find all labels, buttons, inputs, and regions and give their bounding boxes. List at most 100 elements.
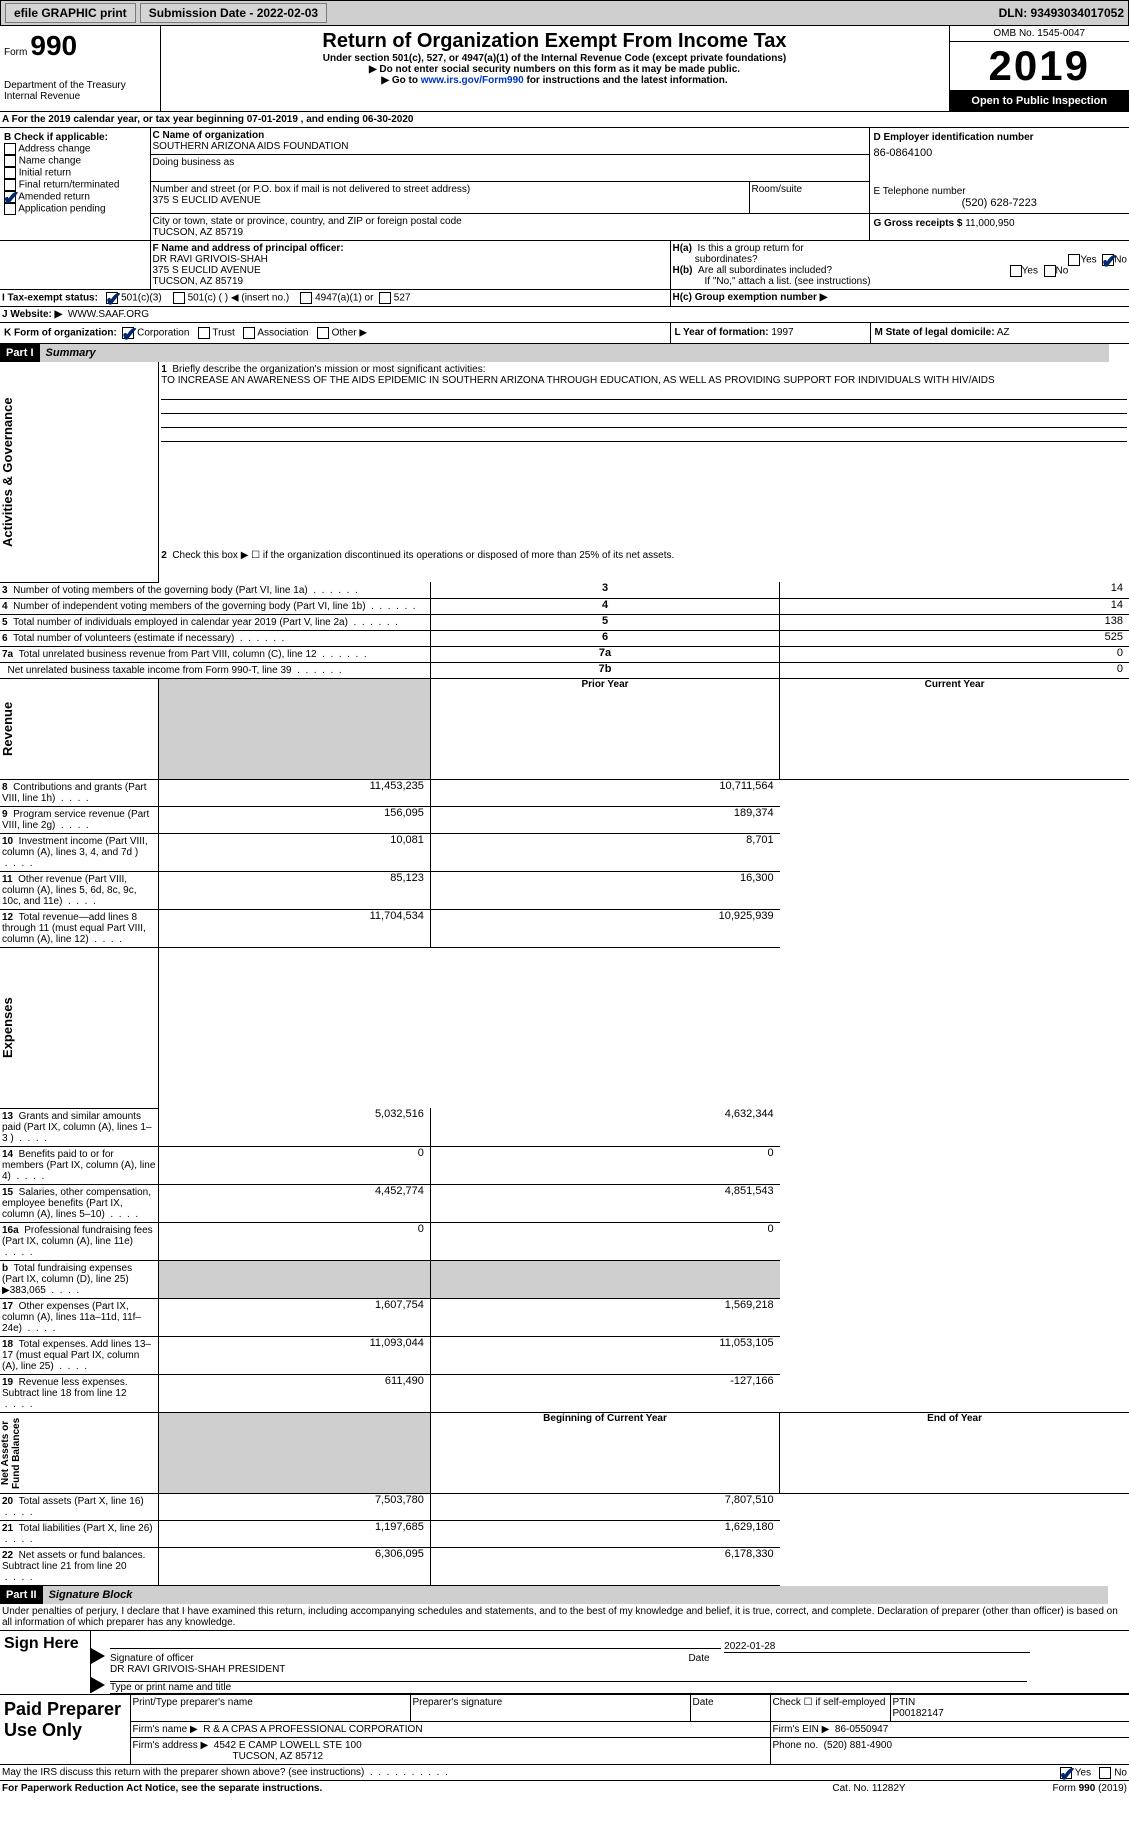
money-row: 20 Total assets (Part X, line 16) . . . … [0, 1493, 1129, 1520]
arrow-icon [91, 1677, 105, 1693]
gov-row: Net unrelated business taxable income fr… [0, 662, 1129, 678]
paid-preparer-block: Paid Preparer Use Only Print/Type prepar… [0, 1694, 1129, 1765]
chk-501c[interactable] [173, 292, 185, 304]
ptin: P00182147 [893, 1708, 944, 1719]
money-row: 18 Total expenses. Add lines 13–17 (must… [0, 1336, 1129, 1374]
sign-here-block: Sign Here 2022-01-28 Signature of office… [0, 1631, 1129, 1694]
end-year-hdr: End of Year [780, 1412, 1129, 1493]
money-row: 16a Professional fundraising fees (Part … [0, 1222, 1129, 1260]
side-revenue: Revenue [0, 679, 15, 779]
b-item[interactable]: Name change [4, 155, 146, 167]
money-row: 12 Total revenue—add lines 8 through 11 … [0, 909, 1129, 947]
irs-link[interactable]: www.irs.gov/Form990 [421, 75, 524, 86]
gov-row: 5 Total number of individuals employed i… [0, 614, 1129, 630]
money-row: 19 Revenue less expenses. Subtract line … [0, 1374, 1129, 1412]
part1-body: Activities & Governance 1 Briefly descri… [0, 362, 1129, 1586]
b-item[interactable]: Final return/terminated [4, 179, 146, 191]
d-value: 86-0864100 [874, 147, 1126, 159]
city-cell: City or town, state or province, country… [150, 213, 869, 240]
chk-527[interactable] [379, 292, 391, 304]
sig-date: 2022-01-28 [724, 1641, 775, 1652]
b-label: B Check if applicable: [4, 132, 146, 143]
firm-name: R & A CPAS A PROFESSIONAL CORPORATION [203, 1724, 422, 1735]
mission: TO INCREASE AN AWARENESS OF THE AIDS EPI… [161, 375, 994, 386]
money-row: 10 Investment income (Part VIII, column … [0, 833, 1129, 871]
officer-name: DR RAVI GRIVOIS-SHAH PRESIDENT [110, 1664, 285, 1675]
money-row: 14 Benefits paid to or for members (Part… [0, 1146, 1129, 1184]
paid-preparer-label: Paid Preparer Use Only [4, 1699, 126, 1741]
officer-block: F Name and address of principal officer:… [0, 240, 1129, 289]
tax-year: 2019 [950, 42, 1129, 91]
submission-date: Submission Date - 2022-02-03 [140, 3, 327, 23]
chk-trust[interactable] [198, 327, 210, 339]
gov-row: 6 Total number of volunteers (estimate i… [0, 630, 1129, 646]
chk-other[interactable] [317, 327, 329, 339]
firm-city: TUCSON, AZ 85712 [133, 1751, 324, 1762]
money-row: 13 Grants and similar amounts paid (Part… [0, 1108, 1129, 1146]
firm-phone: (520) 881-4900 [824, 1740, 892, 1751]
hb2: If "No," attach a list. (see instruction… [673, 276, 1128, 287]
subtitle-3: ▶ Go to www.irs.gov/Form990 for instruct… [165, 75, 945, 86]
sign-here-label: Sign Here [4, 1635, 86, 1653]
money-row: 8 Contributions and grants (Part VIII, l… [0, 779, 1129, 806]
form-number: 990 [30, 30, 77, 61]
subtitle-1: Under section 501(c), 527, or 4947(a)(1)… [165, 53, 945, 64]
omb: OMB No. 1545-0047 [950, 26, 1129, 42]
form-title: Return of Organization Exempt From Incom… [165, 30, 945, 53]
firm-ein: 86-0550947 [835, 1724, 888, 1735]
row-a: A For the 2019 calendar year, or tax yea… [0, 112, 1129, 128]
gov-row: 7a Total unrelated business revenue from… [0, 646, 1129, 662]
declaration: Under penalties of perjury, I declare th… [0, 1604, 1129, 1631]
gov-row: 3 Number of voting members of the govern… [0, 582, 1129, 598]
street-cell: Number and street (or P.O. box if mail i… [150, 182, 749, 214]
money-row: 15 Salaries, other compensation, employe… [0, 1184, 1129, 1222]
b-item[interactable]: Amended return [4, 191, 146, 203]
entity-block: B Check if applicable: Address change Na… [0, 128, 1129, 240]
chk-corp[interactable] [122, 327, 134, 339]
ha-row: H(a) Is this a group return for subordin… [673, 243, 1128, 265]
gov-row: 4 Number of independent voting members o… [0, 598, 1129, 614]
dln: DLN: 93493034017052 [999, 6, 1124, 20]
f-label: F Name and address of principal officer: [153, 243, 344, 254]
discuss-yes[interactable] [1060, 1767, 1072, 1779]
chk-4947[interactable] [300, 292, 312, 304]
g-value: 11,000,950 [965, 218, 1014, 229]
preparer-date-cell: Date [690, 1694, 770, 1721]
discuss-row: May the IRS discuss this return with the… [0, 1765, 1129, 1781]
part2-header: Part IISignature Block [0, 1586, 1129, 1604]
b-item[interactable]: Initial return [4, 167, 146, 179]
begin-year-hdr: Beginning of Current Year [430, 1412, 779, 1493]
side-governance: Activities & Governance [0, 362, 15, 582]
arrow-icon [91, 1648, 105, 1664]
footer: For Paperwork Reduction Act Notice, see … [0, 1781, 1129, 1796]
open-public: Open to Public Inspection [950, 91, 1129, 111]
b-item[interactable]: Address change [4, 143, 146, 155]
hc-label: H(c) Group exemption number ▶ [673, 292, 828, 303]
money-row: 9 Program service revenue (Part VIII, li… [0, 806, 1129, 833]
efile-button[interactable]: efile GRAPHIC print [5, 3, 136, 23]
row-klm: K Form of organization: Corporation Trus… [0, 323, 1129, 344]
money-row: 17 Other expenses (Part IX, column (A), … [0, 1298, 1129, 1336]
prior-year-hdr: Prior Year [430, 678, 779, 779]
q2: 2 Check this box ▶ ☐ if the organization… [159, 548, 1129, 582]
part1-header: Part ISummary [0, 344, 1129, 362]
side-expenses: Expenses [0, 948, 15, 1108]
discuss-no[interactable] [1099, 1767, 1111, 1779]
preparer-sig-cell: Preparer's signature [410, 1694, 690, 1721]
row-j: J Website: ▶ WWW.SAAF.ORG [0, 306, 1129, 323]
chk-501c3[interactable] [106, 292, 118, 304]
form-header: Form 990 Department of the Treasury Inte… [0, 26, 1129, 112]
g-label: G Gross receipts $ [874, 218, 963, 229]
money-row: 11 Other revenue (Part VIII, column (A),… [0, 871, 1129, 909]
form-label: Form [4, 47, 27, 58]
dba-cell: Doing business as [150, 155, 869, 182]
b-item[interactable]: Application pending [4, 203, 146, 215]
c-name-cell: C Name of organization SOUTHERN ARIZONA … [150, 128, 869, 155]
side-netassets: Net Assets or Fund Balances [0, 1413, 22, 1493]
current-year-hdr: Current Year [780, 678, 1129, 779]
subtitle-2: ▶ Do not enter social security numbers o… [165, 64, 945, 75]
d-label: D Employer identification number [874, 132, 1126, 143]
row-i: I Tax-exempt status: 501(c)(3) 501(c) ( … [0, 289, 1129, 306]
dept-label: Department of the Treasury Internal Reve… [4, 80, 156, 102]
chk-assoc[interactable] [243, 327, 255, 339]
